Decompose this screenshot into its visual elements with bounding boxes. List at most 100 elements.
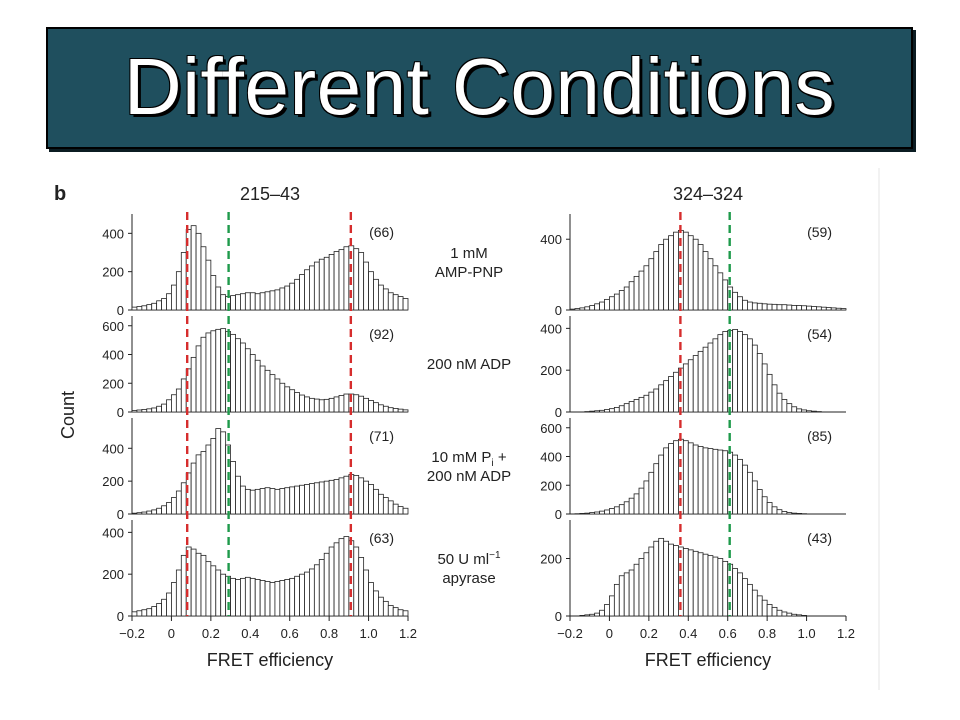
histogram-bar	[323, 552, 330, 617]
histogram-bar	[289, 389, 296, 413]
histogram-bar	[304, 571, 310, 617]
histogram-bar	[299, 394, 305, 413]
histogram-bar	[171, 497, 177, 515]
histogram-panel: 0 200 400 (66)	[102, 214, 409, 318]
histogram-bar	[235, 338, 241, 413]
histogram-bar	[363, 569, 369, 617]
histogram-bar	[609, 408, 615, 413]
histogram-bar	[663, 540, 669, 617]
histogram-bar	[668, 443, 674, 515]
histogram-bar	[373, 402, 379, 413]
histogram-bar	[584, 512, 591, 515]
histogram-panel: 0 200 400 600 (92)	[102, 316, 409, 420]
histogram-bar	[210, 438, 217, 515]
histogram-bar	[751, 344, 758, 413]
histogram-bar	[180, 482, 187, 515]
histogram-bar	[574, 308, 581, 311]
histogram-bar	[811, 306, 817, 311]
histogram-bar	[348, 474, 355, 515]
histogram-bar	[279, 580, 286, 617]
histogram-bar	[747, 583, 753, 617]
histogram-bar	[623, 572, 630, 617]
histogram-bar	[235, 579, 241, 617]
histogram-bar	[397, 506, 404, 515]
histogram-bar	[171, 284, 177, 311]
histogram-bar	[392, 408, 399, 413]
condition-line-2: apyrase	[442, 570, 495, 587]
histogram-bar	[761, 496, 768, 515]
histogram-bar	[737, 331, 743, 413]
histogram-bar	[737, 572, 743, 617]
histogram-bar	[717, 449, 724, 515]
histogram-bar	[791, 304, 798, 311]
histogram-bar	[579, 513, 586, 515]
histogram-bar	[402, 298, 409, 311]
histogram-bar	[402, 409, 409, 413]
y-tick-label: 0	[117, 609, 124, 624]
histogram-bar	[161, 598, 167, 617]
histogram-bar	[210, 330, 217, 413]
histogram-bar	[338, 477, 345, 515]
y-tick-label: 400	[102, 525, 124, 540]
histogram-bar	[382, 288, 389, 311]
histogram-bar	[240, 485, 246, 515]
y-tick-label: 400	[540, 321, 562, 336]
histogram-bar	[254, 359, 261, 413]
histogram-bar	[732, 329, 738, 413]
histogram-bar	[687, 359, 694, 413]
histogram-bar	[299, 573, 305, 617]
histogram-bar	[663, 447, 669, 515]
histogram-panel: 0 200 400 (71)	[102, 418, 409, 522]
histogram-bar	[190, 462, 197, 515]
histogram-bar	[240, 293, 246, 311]
histogram-bar	[648, 471, 655, 515]
histogram-bar	[609, 595, 615, 617]
histogram-bar	[806, 410, 812, 413]
histogram-bar	[382, 405, 389, 413]
histogram-bar	[589, 410, 596, 413]
histogram-bar	[220, 328, 227, 413]
histogram-bar	[633, 275, 640, 311]
histogram-bar	[682, 548, 689, 617]
histogram-bar	[166, 502, 172, 515]
molecule-count-label: (66)	[369, 224, 394, 240]
histogram-bar	[840, 308, 847, 311]
histogram-bar	[682, 231, 689, 311]
histogram-bar	[594, 303, 600, 311]
x-tick-label: 0.2	[202, 626, 220, 641]
histogram-bar	[289, 486, 296, 515]
histogram-bar	[623, 286, 630, 311]
histogram-bar	[131, 306, 138, 311]
histogram-bar	[747, 301, 753, 311]
x-axis-label: FRET efficiency	[645, 650, 771, 670]
histogram-bar	[215, 569, 222, 617]
histogram-bar	[702, 251, 709, 311]
histogram-bar	[131, 611, 138, 617]
histogram-bar	[811, 410, 817, 413]
histogram-bar	[594, 612, 600, 617]
histogram-bar	[638, 558, 645, 617]
histogram-bar	[613, 583, 620, 617]
histogram-bar	[333, 396, 340, 413]
histogram-bar	[766, 303, 773, 311]
histogram-bar	[618, 575, 625, 617]
histogram-bar	[692, 355, 699, 413]
histogram-bar	[294, 392, 300, 413]
histogram-bar	[313, 564, 320, 617]
histogram-bar	[259, 292, 266, 311]
histogram-bar	[323, 480, 330, 515]
histogram-bar	[781, 611, 788, 617]
histogram-bar	[668, 543, 674, 617]
histogram-bar	[594, 410, 600, 413]
histogram-bar	[244, 576, 251, 617]
condition-label: 200 nM ADP	[427, 356, 511, 373]
histogram-bar	[244, 488, 251, 515]
histogram-bar	[638, 487, 645, 515]
x-tick-label: 0.4	[679, 626, 697, 641]
histogram-bar	[712, 265, 719, 311]
histogram-bar	[801, 409, 807, 413]
histogram-bar	[136, 409, 143, 413]
histogram-bar	[309, 265, 315, 311]
histogram-bar	[328, 479, 335, 515]
histogram-bar	[269, 582, 276, 617]
